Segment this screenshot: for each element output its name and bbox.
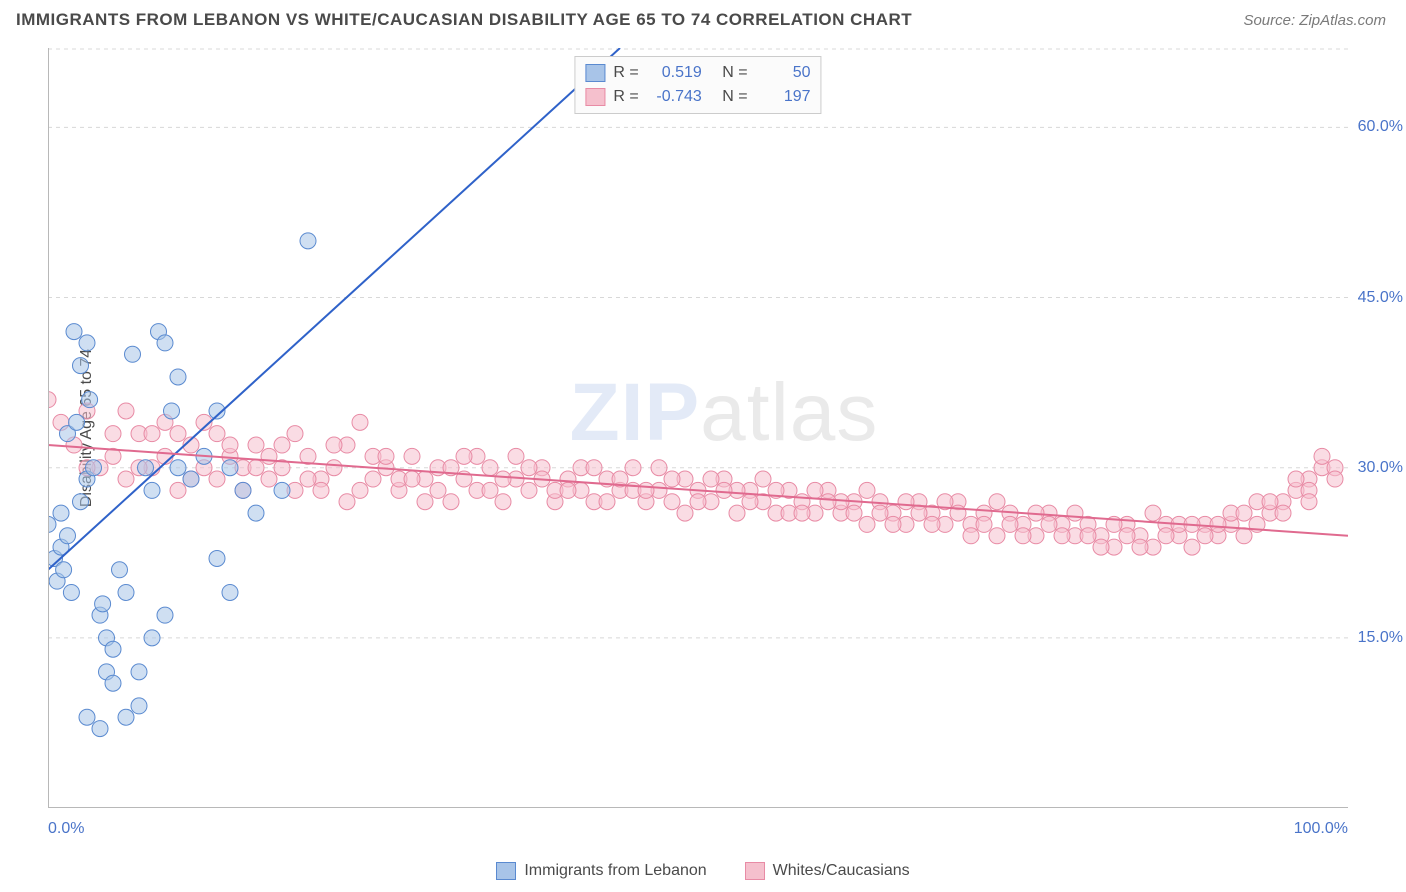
y-tick-label: 15.0% [1358,629,1403,647]
source-attribution: Source: ZipAtlas.com [1243,12,1386,29]
x-tick-label-min: 0.0% [48,820,84,838]
r-value: -0.743 [647,88,702,106]
swatch-icon [585,88,605,106]
scatter-plot [48,48,1348,808]
x-axis-line [48,807,1348,808]
stats-row-series-0: R = 0.519 N = 50 [585,61,810,85]
y-tick-label: 45.0% [1358,289,1403,307]
series-legend: Immigrants from Lebanon Whites/Caucasian… [0,862,1406,880]
y-tick-label: 60.0% [1358,118,1403,136]
r-label: R = [613,88,638,106]
swatch-icon [585,64,605,82]
legend-label: Whites/Caucasians [773,862,910,880]
y-tick-label: 30.0% [1358,459,1403,477]
x-tick-label-max: 100.0% [1294,820,1348,838]
n-value: 197 [756,88,811,106]
r-value: 0.519 [647,64,702,82]
y-axis-line [48,48,49,808]
chart-area: Disability Age 65 to 74 60.0% 45.0% 30.0… [48,48,1348,808]
stats-row-series-1: R = -0.743 N = 197 [585,85,810,109]
n-label: N = [722,88,747,106]
chart-title: IMMIGRANTS FROM LEBANON VS WHITE/CAUCASI… [16,10,912,30]
correlation-stats-box: R = 0.519 N = 50 R = -0.743 N = 197 [574,56,821,114]
n-label: N = [722,64,747,82]
legend-label: Immigrants from Lebanon [524,862,706,880]
n-value: 50 [756,64,811,82]
swatch-icon [745,862,765,880]
r-label: R = [613,64,638,82]
legend-item: Immigrants from Lebanon [496,862,706,880]
legend-item: Whites/Caucasians [745,862,910,880]
swatch-icon [496,862,516,880]
